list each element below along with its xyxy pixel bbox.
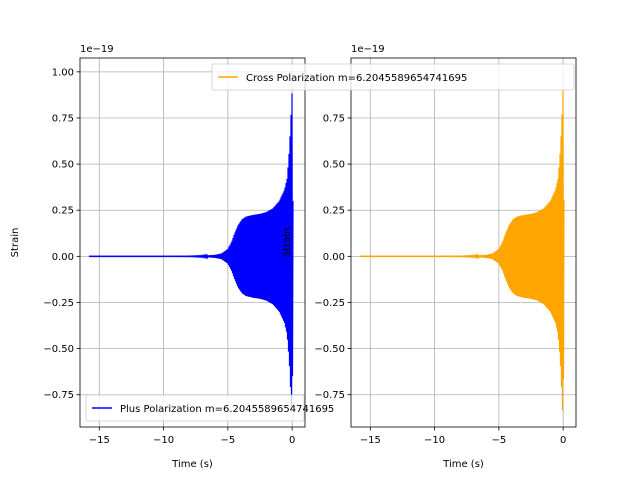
plot-frame bbox=[350, 57, 577, 428]
ticks: −15 −10 −5 0 −0.75 −0.50 −0.25 0.00 0.25 0.50 0.75… bbox=[43, 67, 295, 446]
x-tick-label-0: −15 bbox=[360, 435, 381, 446]
y-offset-label: 1e−19 bbox=[351, 44, 385, 55]
y-tick-label-2: −0.25 bbox=[314, 298, 345, 309]
y-tick-label-3: 0.00 bbox=[323, 252, 345, 263]
x-tick-label-2: −5 bbox=[491, 435, 506, 446]
legend: Cross Polarization m=6.2045589654741695 bbox=[211, 63, 575, 91]
legend-label-plus-polarization: Plus Polarization m=6.2045589654741695 bbox=[120, 404, 334, 415]
y-tick-label-4: 0.25 bbox=[323, 206, 345, 217]
y-tick-label-2: −0.25 bbox=[43, 298, 74, 309]
y-axis-label: Strain bbox=[10, 228, 21, 258]
legend-box bbox=[211, 63, 575, 91]
y-tick-label-0: −0.75 bbox=[314, 390, 345, 401]
y-tick-label-0: −0.75 bbox=[43, 390, 74, 401]
x-axis-label: Time (s) bbox=[171, 459, 213, 470]
y-axis-label: Strain bbox=[282, 228, 293, 258]
legend-box bbox=[85, 394, 305, 422]
x-tick-label-0: −15 bbox=[89, 435, 110, 446]
x-tick-label-2: −5 bbox=[220, 435, 235, 446]
series-area bbox=[360, 90, 565, 411]
x-tick-label-1: −10 bbox=[424, 435, 445, 446]
y-tick-label-4: 0.25 bbox=[52, 206, 74, 217]
y-offset-label: 1e−19 bbox=[80, 44, 114, 55]
plot-frame bbox=[79, 57, 306, 428]
cross-polarization-panel: −15 −10 −5 0 −0.75 −0.50 −0.25 0.00 0.25 0.50 0.75… bbox=[211, 44, 577, 470]
plus-polarization-panel: −15 −10 −5 0 −0.75 −0.50 −0.25 0.00 0.25 0.50 0.75… bbox=[10, 44, 334, 470]
y-tick-label-1: −0.50 bbox=[314, 344, 345, 355]
legend-label-cross-polarization: Cross Polarization m=6.2045589654741695 bbox=[246, 73, 467, 84]
ticks: −15 −10 −5 0 −0.75 −0.50 −0.25 0.00 0.25 0.50 0.75 bbox=[314, 113, 566, 446]
x-tick-label-1: −10 bbox=[153, 435, 174, 446]
legend: Plus Polarization m=6.2045589654741695 bbox=[85, 394, 334, 422]
y-tick-label-6: 0.75 bbox=[52, 113, 74, 124]
y-tick-label-7: 1.00 bbox=[52, 67, 74, 78]
y-tick-label-1: −0.50 bbox=[43, 344, 74, 355]
y-tick-label-5: 0.50 bbox=[52, 160, 74, 171]
y-tick-label-3: 0.00 bbox=[52, 252, 74, 263]
x-tick-label-3: 0 bbox=[289, 435, 295, 446]
y-tick-label-6: 0.75 bbox=[323, 113, 345, 124]
x-tick-label-3: 0 bbox=[560, 435, 566, 446]
x-axis-label: Time (s) bbox=[442, 459, 484, 470]
series-area bbox=[89, 93, 294, 409]
y-tick-label-5: 0.50 bbox=[323, 160, 345, 171]
